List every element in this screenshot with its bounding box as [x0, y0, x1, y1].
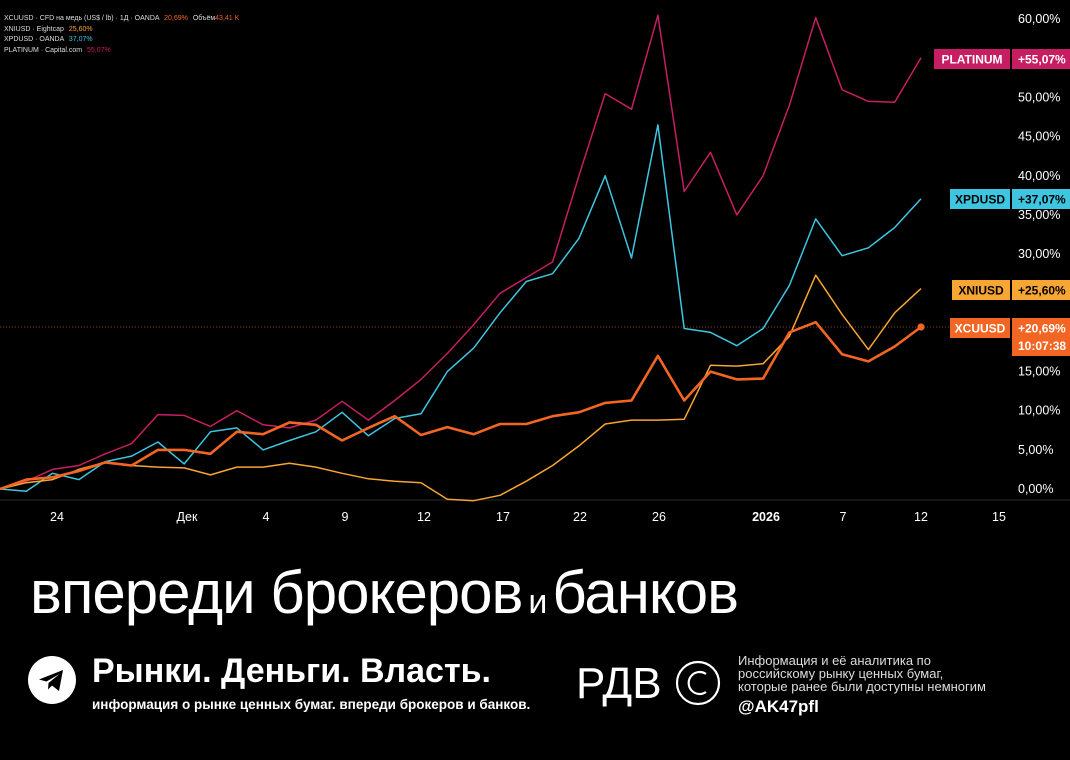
- series-value-text: +20,69%: [1018, 322, 1066, 336]
- slogan-main: впереди брокеров: [30, 559, 523, 626]
- legend-row-xcuusd: XCUUSD · CFD на медь (US$ / lb) · 1Д · O…: [4, 14, 239, 25]
- series-value-box: [1012, 318, 1070, 356]
- series-value-box: [1012, 189, 1070, 209]
- series-name-box: [950, 189, 1010, 209]
- series-line-xpdusd: [0, 124, 922, 493]
- brand-subtitle: информация о рынке ценных бумаг. впереди…: [92, 697, 531, 712]
- x-tick-label: 12: [914, 510, 928, 524]
- x-tick-label: 9: [342, 510, 349, 524]
- series-name-text: PLATINUM: [941, 53, 1002, 67]
- series-line-xniusd: [0, 274, 922, 502]
- x-tick-label: 17: [496, 510, 510, 524]
- x-tick-label: 15: [992, 510, 1006, 524]
- legend-volume-label: Объём: [192, 15, 216, 22]
- x-tick-label: Дек: [177, 510, 198, 524]
- series-name-text: XCUUSD: [955, 322, 1006, 336]
- legend-volume-value: 43,41 K: [215, 15, 240, 22]
- series-value-text: +55,07%: [1018, 53, 1066, 67]
- series-label-xcuusd: XCUUSD +20,69% 10:07:38: [950, 318, 1070, 356]
- series-label-xpdusd: XPDUSD +37,07%: [950, 189, 1070, 209]
- logo-text: РДВ: [576, 659, 662, 708]
- y-tick-label: 35,00%: [1018, 208, 1060, 222]
- x-tick-label: 24: [50, 510, 64, 524]
- x-tick-label: 22: [573, 510, 587, 524]
- series-line-xcuusd: [0, 320, 922, 491]
- legend-label: XPDUSD · OANDA: [4, 36, 64, 43]
- series-value-box: [1012, 280, 1070, 300]
- legend-row-platinum: PLATINUM · Capital.com 55,07%: [4, 46, 239, 57]
- series-label-xniusd: XNIUSD +25,60%: [952, 280, 1070, 300]
- series-label-platinum: PLATINUM +55,07%: [934, 49, 1070, 69]
- slogan: впереди брокеров и банков: [30, 558, 739, 627]
- y-tick-label: 15,00%: [1018, 365, 1060, 379]
- legend-label: XCUUSD · CFD на медь (US$ / lb) · 1Д · O…: [4, 15, 160, 22]
- legend-label: XNIUSD · Eightcap: [4, 25, 64, 33]
- series-value-text: +37,07%: [1018, 193, 1066, 207]
- series-line-platinum: [0, 14, 922, 490]
- legend-value: 20,69%: [164, 15, 188, 22]
- slogan-tail: банков: [552, 559, 739, 626]
- y-tick-label: 5,00%: [1018, 443, 1053, 457]
- series-name-text: XNIUSD: [958, 284, 1004, 298]
- price-chart: 60,00%55,00%50,00%45,00%40,00%35,00%30,0…: [0, 12, 1070, 524]
- y-tick-label: 50,00%: [1018, 91, 1060, 105]
- y-tick-label: 45,00%: [1018, 130, 1060, 144]
- telegram-icon[interactable]: [28, 656, 76, 704]
- series-name-text: XPDUSD: [955, 193, 1005, 207]
- last-point-marker: [917, 323, 925, 331]
- x-tick-label: 12: [417, 510, 431, 524]
- legend-row-xpdusd: XPDUSD · OANDA 37,07%: [4, 35, 239, 46]
- brand-title: Рынки. Деньги. Власть.: [92, 652, 491, 690]
- info-line: российскому рынку ценных бумаг,: [738, 666, 944, 681]
- legend-value: 37,07%: [68, 36, 93, 43]
- last-update-time: 10:07:38: [1018, 339, 1066, 353]
- series-name-box: [950, 318, 1010, 338]
- legend-value: 25,60%: [68, 25, 93, 33]
- y-tick-label: 30,00%: [1018, 247, 1060, 261]
- series-value-box: [1012, 49, 1070, 69]
- chart-legend: XCUUSD · CFD на медь (US$ / lb) · 1Д · O…: [4, 14, 239, 56]
- x-tick-label: 4: [263, 510, 270, 524]
- series-name-box: [952, 280, 1010, 300]
- slogan-and: и: [528, 583, 547, 621]
- x-tick-label: 26: [652, 510, 666, 524]
- info-line: которые ранее были доступны немногим: [738, 679, 986, 694]
- x-tick-label: 7: [840, 510, 847, 524]
- y-tick-label: 10,00%: [1018, 404, 1060, 418]
- y-tick-label: 40,00%: [1018, 169, 1060, 183]
- legend-label: PLATINUM · Capital.com: [4, 46, 83, 54]
- rdv-logo: РДВ: [576, 659, 721, 708]
- y-tick-label: 60,00%: [1018, 12, 1060, 26]
- series-value-text: +25,60%: [1018, 284, 1066, 298]
- legend-value: 55,07%: [87, 46, 111, 54]
- channel-handle[interactable]: @AK47pfl: [738, 697, 819, 716]
- series-name-box: [934, 49, 1010, 69]
- y-tick-label: 0,00%: [1018, 482, 1053, 496]
- x-tick-label: 2026: [752, 510, 780, 524]
- legend-row-xniusd: XNIUSD · Eightcap 25,60%: [4, 25, 239, 36]
- info-line: Информация и её аналитика по: [738, 653, 931, 668]
- info-text: Информация и её аналитика по российскому…: [738, 654, 1058, 693]
